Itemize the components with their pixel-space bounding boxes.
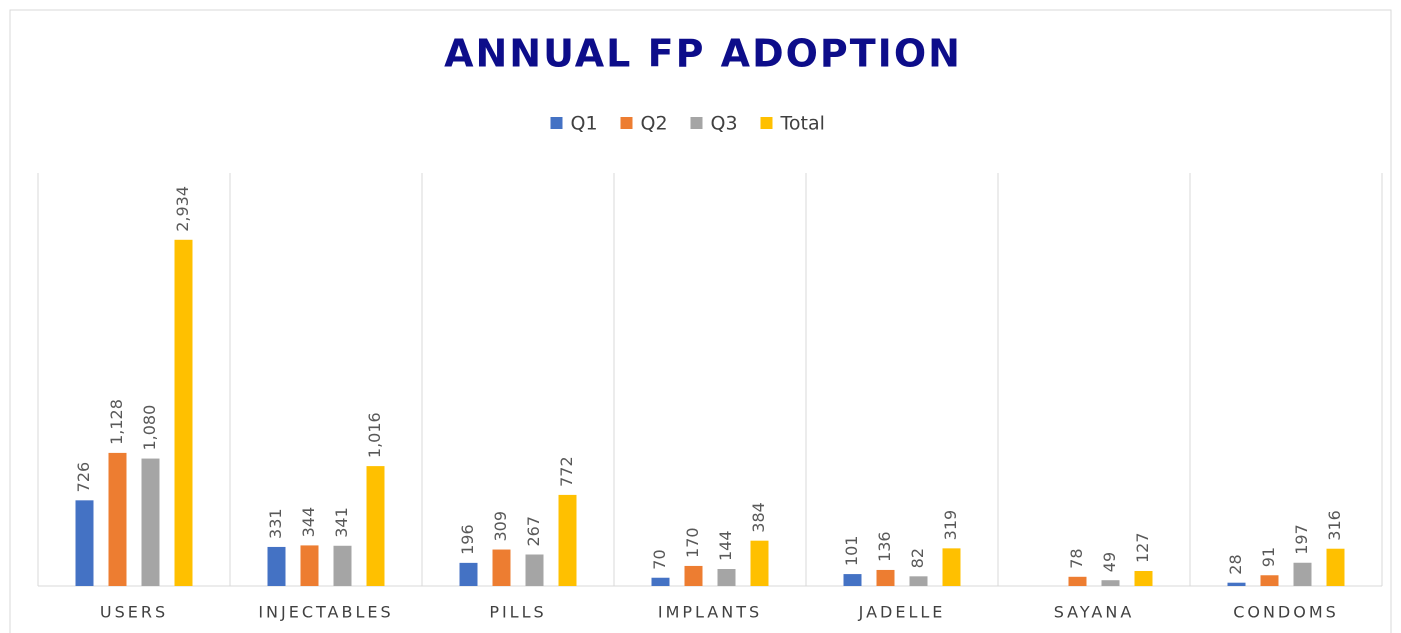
value-label: 144 <box>716 530 735 561</box>
value-label: 267 <box>524 516 543 547</box>
value-label: 101 <box>842 536 861 567</box>
bar <box>333 545 352 586</box>
value-label: 196 <box>458 524 477 555</box>
bar <box>492 549 511 586</box>
bar <box>717 569 736 586</box>
bar <box>651 577 670 586</box>
bar <box>525 554 544 586</box>
value-label: 28 <box>1226 554 1245 574</box>
chart-frame <box>9 9 1392 633</box>
bar <box>1101 580 1120 586</box>
value-label: 1,128 <box>107 399 126 445</box>
bar <box>366 466 385 586</box>
value-label: 197 <box>1292 524 1311 555</box>
bar <box>141 458 160 586</box>
value-label: 78 <box>1067 548 1086 568</box>
legend-swatch <box>550 117 563 129</box>
x-tick-label: IMPLANTS <box>658 603 762 622</box>
value-label: 91 <box>1259 547 1278 567</box>
legend-label: Total <box>780 113 825 135</box>
value-label: 2,934 <box>173 186 192 232</box>
value-label: 127 <box>1133 532 1152 563</box>
bar <box>909 576 928 586</box>
bar <box>75 500 94 586</box>
bar <box>267 546 286 586</box>
bar <box>174 239 193 586</box>
bar <box>1134 571 1153 586</box>
value-label: 1,016 <box>365 412 384 458</box>
bar <box>300 545 319 586</box>
chart-title: ANNUAL FP ADOPTION <box>444 32 962 76</box>
bar <box>1068 576 1087 586</box>
value-label: 319 <box>941 510 960 541</box>
bar <box>876 569 895 586</box>
x-tick-label: JADELLE <box>858 603 946 622</box>
x-tick-label: SAYANA <box>1054 603 1135 622</box>
bar <box>750 540 769 586</box>
value-label: 82 <box>908 548 927 568</box>
value-label: 772 <box>557 456 576 487</box>
legend-label: Q2 <box>641 113 668 135</box>
bar <box>1326 548 1345 586</box>
value-label: 1,080 <box>140 405 159 451</box>
x-tick-label: PILLS <box>489 603 546 622</box>
bar <box>558 494 577 586</box>
value-label: 384 <box>749 502 768 533</box>
x-tick-label: CONDOMS <box>1233 603 1339 622</box>
x-tick-label: INJECTABLES <box>258 603 393 622</box>
bar <box>459 562 478 586</box>
legend-swatch <box>690 117 703 129</box>
value-label: 316 <box>1325 510 1344 541</box>
legend-swatch <box>620 117 633 129</box>
legend-label: Q1 <box>571 113 598 135</box>
bar <box>1260 575 1279 586</box>
bar <box>942 548 961 586</box>
value-label: 136 <box>875 531 894 562</box>
legend-swatch <box>760 117 773 129</box>
bar <box>1293 562 1312 586</box>
value-label: 70 <box>650 549 669 569</box>
bar <box>684 565 703 586</box>
value-label: 331 <box>266 508 285 539</box>
bar <box>1227 582 1246 586</box>
value-label: 344 <box>299 507 318 538</box>
x-tick-label: USERS <box>100 603 168 622</box>
value-label: 49 <box>1100 552 1119 572</box>
bar <box>843 574 862 586</box>
value-label: 726 <box>74 462 93 493</box>
value-label: 170 <box>683 527 702 558</box>
value-label: 309 <box>491 511 510 542</box>
value-label: 341 <box>332 507 351 538</box>
bar <box>108 452 127 586</box>
legend-label: Q3 <box>711 113 738 135</box>
